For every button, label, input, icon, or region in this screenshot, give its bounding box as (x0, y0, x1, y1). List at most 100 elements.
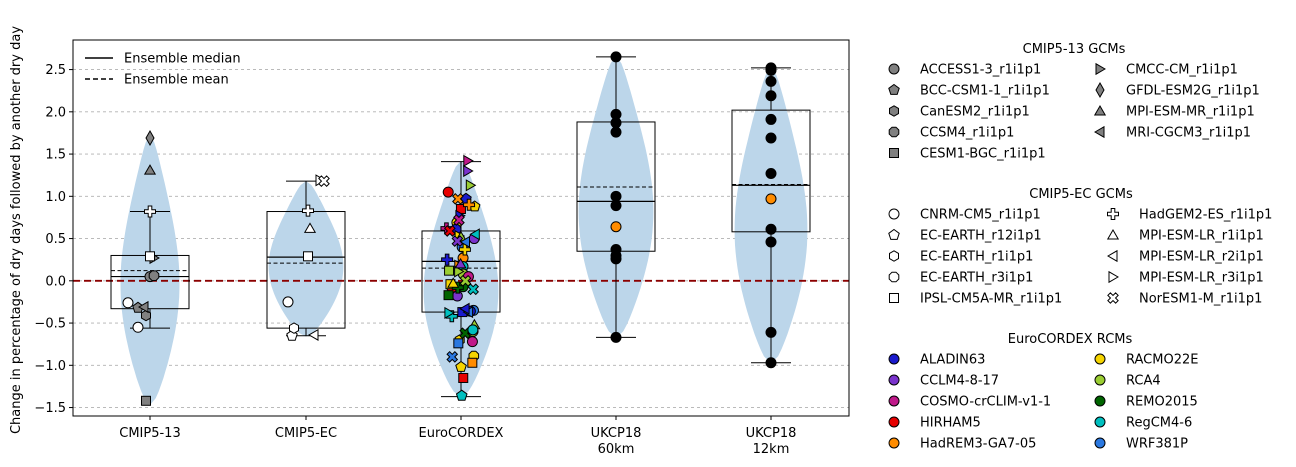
legend-item-label: EC-EARTH_r1i1p1 (920, 250, 1033, 265)
legend-marker (1108, 270, 1119, 284)
data-point (610, 126, 622, 138)
legend-marker (1094, 437, 1106, 449)
data-point (459, 235, 470, 248)
data-point (610, 331, 622, 343)
data-point (610, 190, 622, 202)
y-tick-label: 0.5 (45, 232, 66, 247)
data-point (444, 265, 455, 276)
data-point (765, 223, 777, 235)
data-point (765, 168, 777, 180)
data-point (765, 193, 777, 205)
x-tick-label: CMIP5-13 (119, 426, 180, 441)
legend-marker (888, 228, 900, 240)
legend-marker (1107, 208, 1119, 220)
legend-item-label: CCLM4-8-17 (920, 374, 999, 389)
data-point (289, 322, 299, 334)
data-point (148, 270, 160, 281)
legend-marker (888, 63, 900, 75)
legend-marker (888, 374, 900, 386)
legend-item-label: MPI-ESM-LR_r1i1p1 (1139, 229, 1264, 244)
data-point (610, 117, 622, 129)
data-point (303, 222, 317, 233)
y-tick-label: 2.0 (45, 105, 66, 120)
legend-item-label: WRF381P (1126, 437, 1188, 452)
data-point (765, 64, 777, 76)
legend-marker (889, 293, 899, 303)
data-point (441, 253, 454, 266)
data-point (143, 164, 157, 175)
y-tick-label: 1.5 (45, 148, 66, 163)
y-tick-label: 1.0 (45, 190, 66, 205)
data-point (765, 236, 777, 248)
data-point (467, 283, 480, 296)
data-point (458, 243, 471, 256)
data-point (466, 336, 478, 348)
legend-marker (889, 148, 899, 158)
legend-item-label: HIRHAM5 (920, 416, 981, 431)
data-point (467, 357, 478, 368)
data-point (444, 306, 455, 319)
data-point (469, 228, 480, 241)
y-tick-label: −1.0 (34, 359, 66, 374)
data-point (459, 302, 470, 315)
legend-item-label: MPI-ESM-MR_r1i1p1 (1126, 105, 1255, 120)
legend-item-label: NorESM1-M_r1i1p1 (1139, 292, 1262, 307)
data-point (132, 321, 144, 333)
data-point (459, 274, 472, 287)
x-tick-label: CMIP5-EC (275, 426, 337, 441)
legend-marker (888, 126, 900, 138)
legend-marker (1094, 125, 1105, 139)
legend-marker (888, 395, 900, 407)
legend-marker (888, 271, 900, 283)
side-legends: CMIP5-13 GCMs ACCESS1-3_r1i1p1 BCC-CSM1-1_… (888, 42, 1272, 452)
legend-item-label: REMO2015 (1126, 395, 1198, 410)
legend-marker (1106, 229, 1120, 240)
axes: −1.5 −1.0 −0.5 0.0 0.5 1.0 1.5 2.0 2.5 CMIP5-13 CM… (34, 39, 850, 457)
data-point (138, 300, 149, 314)
legend-item-label: MRI-CGCM3_r1i1p1 (1126, 126, 1251, 141)
legend-marker (1095, 62, 1106, 76)
data-point (453, 338, 464, 349)
data-point (455, 360, 467, 372)
legend-marker (1094, 353, 1106, 365)
data-point (463, 164, 474, 178)
legend-item-label: HadGEM2-ES_r1i1p1 (1139, 208, 1272, 223)
legend-item-label: COSMO-crCLIM-v1-1 (920, 395, 1051, 410)
legend-item-label: EC-EARTH_r3i1p1 (920, 271, 1033, 286)
legend-label: Ensemble mean (124, 73, 229, 88)
legend-item-label: GFDL-ESM2G_r1i1p1 (1126, 84, 1260, 99)
x-tick-label: EuroCORDEX (419, 426, 504, 441)
legend-marker (888, 208, 900, 220)
data-point (145, 251, 155, 262)
x-tick-label: UKCP18 (746, 426, 797, 441)
data-point (458, 372, 469, 383)
legend-item-label: IPSL-CM5A-MR_r1i1p1 (920, 292, 1062, 307)
data-point (302, 204, 314, 217)
data-point (463, 154, 474, 167)
legend-marker (889, 105, 899, 117)
data-point (303, 251, 313, 262)
legend-block-1: CMIP5-EC GCMs CNRM-CM5_r1i1p1 EC-EARTH_r12… (888, 187, 1272, 307)
data-point (141, 309, 151, 322)
legend-marker (1107, 249, 1118, 263)
legend-marker (888, 83, 900, 95)
legend-item-label: RCA4 (1126, 374, 1161, 389)
data-point (443, 225, 456, 237)
y-tick-label: −0.5 (34, 317, 66, 332)
data-point (318, 175, 330, 187)
legend-item-label: BCC-CSM1-1_r1i1p1 (920, 84, 1050, 99)
data-point (144, 205, 156, 218)
data-point (453, 214, 465, 226)
data-point (454, 257, 467, 269)
legend-item-label: CanESM2_r1i1p1 (920, 105, 1030, 120)
data-point (765, 113, 777, 125)
data-point (765, 90, 777, 102)
data-point (447, 277, 460, 288)
data-point (442, 186, 454, 198)
data-point (465, 179, 477, 192)
y-tick-label: 0.0 (45, 274, 66, 289)
data-point (765, 326, 777, 338)
legend-marker (1094, 395, 1106, 407)
data-points (122, 51, 777, 406)
